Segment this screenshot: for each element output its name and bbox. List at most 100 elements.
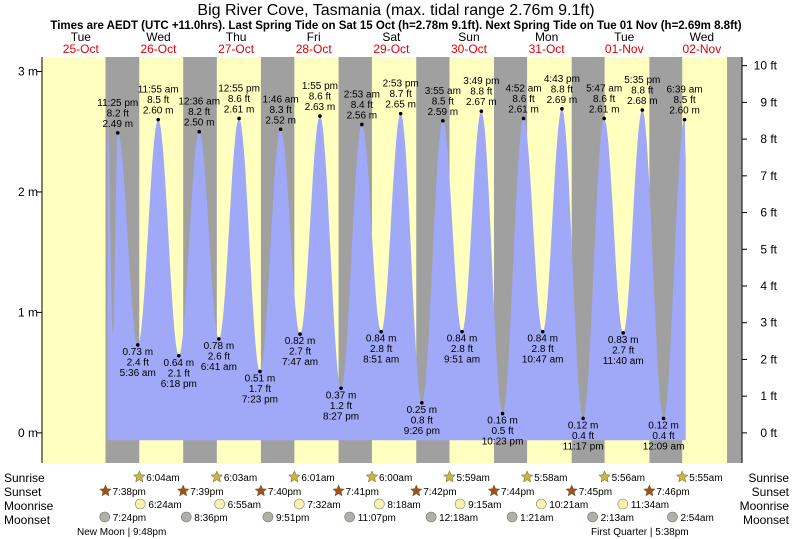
sunset-time: 7:40pm xyxy=(268,487,301,498)
day-name: Thu xyxy=(226,30,247,44)
moonset-icon xyxy=(344,511,355,523)
low-tide-label: 0.73 m xyxy=(122,347,153,358)
sunset-time: 7:45pm xyxy=(579,487,612,498)
day-date: 30-Oct xyxy=(451,42,488,56)
low-tide-label: 9:51 am xyxy=(444,355,480,366)
low-tide-label: 9:26 pm xyxy=(404,426,440,437)
y-tick-label-ft: 9 ft xyxy=(760,95,777,109)
high-tide-label: 5:47 am xyxy=(586,83,622,94)
low-tide-label: 0.4 ft xyxy=(652,431,674,442)
low-tide-label: 0.8 ft xyxy=(411,415,433,426)
high-tide-label: 2.59 m xyxy=(428,107,459,118)
low-tide-marker xyxy=(460,329,464,334)
low-tide-marker xyxy=(581,416,585,421)
moonset-time: 8:36pm xyxy=(194,513,227,524)
high-tide-label: 3:49 pm xyxy=(463,76,499,87)
high-tide-marker xyxy=(278,127,283,132)
high-tide-label: 12:36 am xyxy=(178,97,220,108)
sunrise-star-icon xyxy=(598,470,611,483)
high-tide-marker xyxy=(682,117,687,122)
chart-title: Big River Cove, Tasmania (max. tidal ran… xyxy=(197,2,594,19)
sunrise-time: 5:56am xyxy=(612,473,645,484)
low-tide-label: 0.64 m xyxy=(164,358,195,369)
left-margin-band xyxy=(0,57,42,463)
y-tick-label-ft: 0 ft xyxy=(760,426,777,440)
sunset-star-icon xyxy=(643,484,656,497)
high-tide-label: 8.6 ft xyxy=(512,94,534,105)
y-tick-label-m: 1 m xyxy=(18,305,38,319)
high-tide-label: 11:55 am xyxy=(138,85,179,96)
low-tide-label: 0.4 ft xyxy=(572,431,594,442)
high-tide-marker xyxy=(197,129,202,134)
high-tide-label: 2.61 m xyxy=(589,104,620,115)
day-name: Sat xyxy=(382,30,401,44)
day-date: 25-Oct xyxy=(63,42,100,56)
sunrise-time: 5:59am xyxy=(457,473,490,484)
day-date: 26-Oct xyxy=(140,42,177,56)
day-name: Wed xyxy=(690,30,714,44)
row-label-left: Moonrise xyxy=(4,499,54,513)
high-tide-marker xyxy=(115,131,120,135)
sunrise-star-icon xyxy=(132,470,146,483)
y-tick-label-ft: 6 ft xyxy=(760,206,777,220)
sunrise-star-icon xyxy=(443,470,456,483)
low-tide-marker xyxy=(135,343,140,347)
sunrise-time: 5:58am xyxy=(534,473,567,484)
y-tick-label-m: 0 m xyxy=(18,426,38,440)
low-tide-label: 0.16 m xyxy=(487,416,518,427)
low-tide-marker xyxy=(258,369,262,374)
moonrise-time: 7:32am xyxy=(307,500,340,511)
low-tide-marker xyxy=(420,400,424,405)
high-tide-label: 2.50 m xyxy=(184,118,215,129)
low-tide-label: 12:09 am xyxy=(643,441,685,452)
row-label-right: Sunrise xyxy=(748,471,789,485)
sunset-time: 7:44pm xyxy=(501,487,534,498)
y-tick-label-ft: 10 ft xyxy=(754,59,778,73)
high-tide-label: 2.61 m xyxy=(224,104,255,115)
high-tide-label: 12:55 pm xyxy=(218,83,260,94)
high-tide-label: 3:55 am xyxy=(425,86,461,97)
high-tide-label: 2.65 m xyxy=(385,100,416,111)
low-tide-label: 2.1 ft xyxy=(168,368,190,379)
moonrise-icon xyxy=(214,498,225,510)
low-tide-label: 2.8 ft xyxy=(532,344,554,355)
day-name: Fri xyxy=(307,30,321,44)
row-label-left: Sunset xyxy=(4,485,42,499)
high-tide-label: 8.5 ft xyxy=(432,96,454,107)
tide-area xyxy=(107,108,686,441)
low-tide-label: 2.7 ft xyxy=(289,347,311,358)
moonset-icon xyxy=(180,511,192,523)
high-tide-label: 2.52 m xyxy=(265,115,296,126)
sunset-time: 7:41pm xyxy=(346,487,379,498)
high-tide-label: 2:53 pm xyxy=(383,79,419,90)
day-name: Mon xyxy=(535,30,558,44)
high-tide-label: 2.68 m xyxy=(627,96,658,107)
high-tide-label: 4:52 am xyxy=(505,83,541,94)
low-tide-label: 0.83 m xyxy=(608,335,639,346)
high-tide-label: 1:46 am xyxy=(263,94,299,105)
high-tide-marker xyxy=(360,122,364,127)
moonrise-time: 9:15am xyxy=(468,500,501,511)
low-tide-label: 0.12 m xyxy=(568,420,599,431)
moonset-icon xyxy=(506,511,518,523)
low-tide-label: 0.84 m xyxy=(527,334,558,345)
moonset-icon xyxy=(425,511,437,523)
row-label-right: Sunset xyxy=(752,485,790,499)
high-tide-marker xyxy=(479,109,484,114)
low-tide-label: 6:41 am xyxy=(201,362,237,373)
sunset-time: 7:42pm xyxy=(423,487,456,498)
sunset-star-icon xyxy=(254,484,268,497)
low-tide-marker xyxy=(661,416,666,421)
low-tide-label: 10:47 am xyxy=(522,355,564,366)
low-tide-marker xyxy=(217,337,221,341)
low-tide-label: 2.7 ft xyxy=(612,345,634,356)
moonrise-time: 6:24am xyxy=(148,500,181,511)
low-tide-label: 7:23 pm xyxy=(242,394,278,405)
sunset-star-icon xyxy=(176,484,190,497)
moonrise-icon xyxy=(535,498,547,510)
high-tide-marker xyxy=(521,116,526,121)
day-date: 31-Oct xyxy=(529,42,566,56)
high-tide-label: 8.5 ft xyxy=(147,95,169,106)
moonrise-time: 6:55am xyxy=(228,500,261,511)
